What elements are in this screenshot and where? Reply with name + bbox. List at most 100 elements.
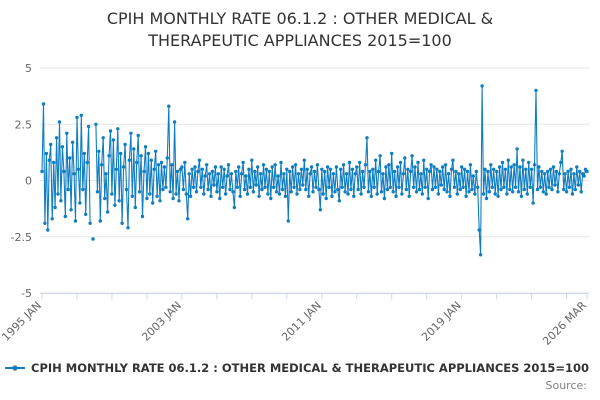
data-point-marker [282, 172, 286, 176]
data-point-marker [363, 163, 368, 167]
data-point-marker [307, 194, 311, 198]
data-point-marker [40, 169, 44, 174]
data-point-marker [203, 174, 207, 178]
data-point-marker [401, 172, 406, 176]
data-point-marker [343, 190, 347, 194]
series-line[interactable] [40, 84, 589, 257]
y-axis-tick-label: 0 [25, 175, 32, 188]
data-point-marker [439, 183, 443, 187]
data-point-marker [251, 190, 255, 194]
data-point-marker [435, 167, 439, 171]
data-point-marker [375, 192, 379, 196]
data-point-marker [114, 167, 119, 171]
data-point-marker [270, 165, 274, 169]
data-point-marker [196, 169, 200, 174]
data-point-marker [432, 165, 436, 169]
data-point-marker [152, 167, 156, 171]
data-point-marker [473, 192, 477, 196]
data-point-marker [97, 149, 101, 153]
data-point-marker [139, 154, 143, 158]
data-point-marker [420, 192, 424, 196]
data-point-marker [416, 160, 420, 165]
data-point-marker [480, 84, 484, 88]
series-path [41, 85, 588, 255]
data-point-marker [60, 145, 65, 149]
data-point-marker [88, 221, 92, 225]
data-point-marker [76, 167, 81, 171]
data-point-marker [161, 187, 165, 192]
data-point-marker [366, 190, 371, 194]
data-point-marker [314, 185, 318, 189]
data-point-marker [155, 194, 159, 198]
data-point-marker [49, 142, 53, 147]
data-point-marker [232, 205, 237, 210]
data-point-marker [239, 172, 244, 176]
data-point-marker [254, 183, 258, 187]
data-point-marker [191, 185, 196, 189]
data-point-marker [180, 165, 184, 169]
data-point-marker [340, 185, 344, 189]
data-point-marker [56, 192, 60, 196]
data-point-marker [311, 190, 315, 194]
data-point-marker [229, 172, 234, 176]
data-point-marker [221, 185, 225, 189]
data-point-marker [120, 221, 124, 225]
data-point-marker [330, 194, 334, 198]
legend[interactable]: CPIH MONTHLY RATE 06.1.2 : OTHER MEDICAL… [4, 361, 600, 375]
data-point-marker [100, 163, 104, 167]
data-point-marker [111, 138, 116, 142]
data-point-marker [267, 169, 271, 174]
data-point-marker [553, 183, 557, 187]
data-point-marker [299, 167, 304, 171]
data-point-marker [126, 226, 130, 230]
data-point-marker [524, 167, 528, 171]
data-point-marker [269, 196, 273, 201]
data-point-marker [266, 192, 270, 196]
data-point-marker [162, 165, 167, 169]
legend-item-label: CPIH MONTHLY RATE 06.1.2 : OTHER MEDICAL… [31, 361, 590, 375]
data-point-marker [143, 145, 148, 149]
data-point-marker [409, 169, 413, 174]
x-axis-tick-label: 1995 JAN [0, 299, 44, 344]
data-point-marker [245, 192, 250, 196]
data-point-marker [579, 190, 583, 194]
data-point-marker [496, 194, 500, 198]
data-point-marker [572, 172, 576, 176]
data-point-marker [433, 185, 438, 189]
data-point-marker [336, 187, 340, 192]
data-point-marker [381, 172, 385, 176]
data-point-marker [274, 190, 279, 194]
data-point-marker [413, 165, 417, 169]
data-point-marker [318, 208, 322, 212]
data-point-marker [47, 158, 51, 162]
data-point-marker [570, 192, 575, 196]
data-point-marker [62, 169, 66, 174]
data-point-marker [569, 167, 573, 171]
data-point-marker [537, 165, 541, 169]
data-point-marker [509, 165, 513, 169]
data-point-marker [44, 151, 49, 156]
data-point-marker [585, 169, 589, 174]
data-point-marker [547, 185, 551, 189]
data-point-marker [167, 104, 171, 108]
data-point-marker [43, 221, 47, 225]
data-point-marker [273, 163, 277, 167]
data-point-marker [103, 196, 107, 201]
data-point-marker [467, 190, 471, 194]
data-point-marker [522, 187, 526, 192]
data-point-marker [292, 185, 296, 189]
data-point-marker [427, 169, 432, 174]
data-point-marker [353, 172, 357, 176]
data-point-marker [41, 102, 46, 106]
data-point-marker [395, 165, 400, 169]
data-point-marker [337, 199, 341, 203]
data-point-marker [365, 136, 369, 140]
x-axis-tick-label: 2003 JAN [139, 299, 184, 344]
data-point-marker [174, 192, 178, 196]
data-point-marker [349, 187, 353, 192]
data-point-marker [202, 192, 206, 196]
data-point-marker [464, 194, 468, 198]
data-point-marker [206, 187, 210, 192]
data-point-marker [250, 158, 254, 162]
